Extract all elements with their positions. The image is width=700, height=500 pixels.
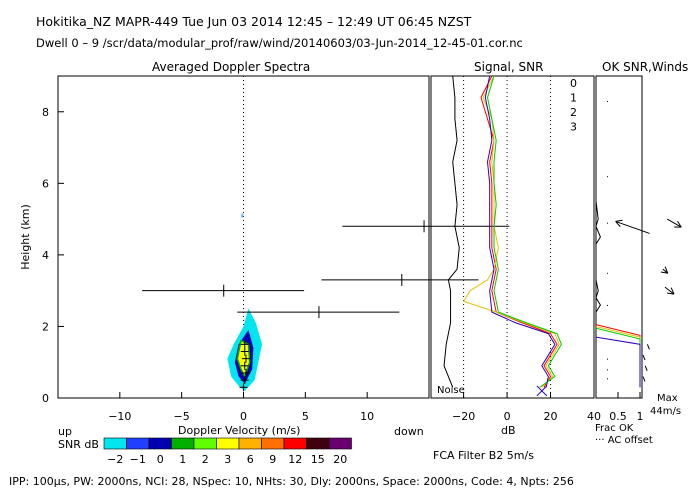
snr-x-tick-label: 0 bbox=[504, 410, 511, 423]
snr-series-beam-3 bbox=[484, 75, 556, 388]
y-tick-label: 8 bbox=[42, 106, 49, 119]
colorbar-label: 20 bbox=[333, 453, 347, 466]
snr-series-beam-1 bbox=[462, 75, 560, 388]
y-tick-label: 6 bbox=[42, 177, 49, 190]
x-tick-label: 0 bbox=[240, 410, 247, 423]
ac-offset-dot bbox=[607, 358, 608, 360]
colorbar-label: 3 bbox=[224, 453, 231, 466]
ok-winds-title: OK SNR,Winds bbox=[602, 60, 688, 74]
header-line-1: Hokitika_NZ MAPR-449 Tue Jun 03 2014 12:… bbox=[36, 14, 472, 29]
colorbar-swatch bbox=[283, 437, 307, 450]
ok-series-ok-yellow bbox=[595, 325, 641, 388]
colorbar-label: 9 bbox=[269, 453, 276, 466]
colorbar-swatch bbox=[216, 437, 240, 450]
wind-vector bbox=[664, 286, 675, 295]
snr-colorbar: −2 −1 0 1 2 3 6 9 12 15 20 bbox=[103, 437, 352, 466]
colorbar-swatch bbox=[328, 437, 352, 450]
wind-vector-head bbox=[615, 219, 623, 222]
wind-vector bbox=[644, 365, 648, 371]
ac-offset-dot bbox=[607, 272, 608, 274]
colorbar-swatch bbox=[193, 437, 217, 450]
colorbar-label: −1 bbox=[130, 453, 146, 466]
wind-vector-head bbox=[664, 266, 669, 274]
wind-vector bbox=[666, 218, 682, 228]
wind-vector bbox=[662, 268, 669, 274]
colorbar-swatch bbox=[261, 437, 285, 450]
snr-x-tick-label: 40 bbox=[587, 410, 601, 423]
wind-vector bbox=[642, 354, 646, 361]
y-tick-label: 4 bbox=[42, 249, 49, 262]
snr-legend-entry: 1 bbox=[570, 92, 577, 105]
x-tick-label: 10 bbox=[360, 410, 374, 423]
snr-x-tick-label: 20 bbox=[544, 410, 558, 423]
colorbar-label: 12 bbox=[288, 453, 302, 466]
y-tick-label: 0 bbox=[42, 392, 49, 405]
wind-vector bbox=[646, 344, 650, 350]
wind-vector bbox=[642, 376, 646, 382]
x-tick-label: 5 bbox=[302, 410, 309, 423]
colorbar-swatch bbox=[148, 437, 172, 450]
x-tick-label: −5 bbox=[174, 410, 190, 423]
max-label: Max bbox=[657, 393, 678, 404]
wind-vector-head bbox=[660, 271, 668, 274]
snr-x-marker bbox=[536, 385, 548, 397]
snr-series-beam-2 bbox=[486, 75, 562, 388]
snr-plot: −20 0 20 40 0 12 3 bbox=[443, 75, 601, 423]
colorbar-swatch bbox=[238, 437, 262, 450]
ok-series-frac-ok bbox=[595, 76, 601, 320]
ac-offset-dot bbox=[607, 101, 608, 103]
wind-vector-head bbox=[677, 220, 682, 228]
ok-winds-plot: 0.5 1 bbox=[595, 76, 682, 423]
snr-db-label: SNR dB bbox=[58, 438, 99, 451]
colorbar-label: 0 bbox=[157, 453, 164, 466]
snr-legend-entry: 2 bbox=[570, 106, 577, 119]
colorbar-label: 2 bbox=[202, 453, 209, 466]
colorbar-swatch bbox=[306, 437, 330, 450]
up-label: up bbox=[58, 425, 72, 438]
snr-x-tick-label: −20 bbox=[452, 410, 475, 423]
frac-ok-label: Frac OK bbox=[595, 423, 634, 434]
ok-x-tick-label: 1 bbox=[637, 410, 644, 423]
x-tick-label: −10 bbox=[108, 410, 131, 423]
ac-offset-dot bbox=[607, 176, 608, 178]
wind-vector-head bbox=[670, 287, 675, 295]
noise-label: Noise bbox=[437, 385, 465, 396]
ac-offset-dot bbox=[607, 222, 608, 224]
snr-title: Signal, SNR bbox=[474, 60, 543, 74]
footer-parameters: IPP: 100μs, PW: 2000ns, NCI: 28, NSpec: … bbox=[9, 475, 574, 488]
snr-legend-entry: 3 bbox=[570, 121, 577, 134]
ac-offset-dot bbox=[607, 378, 608, 380]
wind-vector bbox=[615, 220, 650, 234]
ac-offset-label: ··· AC offset bbox=[595, 435, 653, 446]
ok-series-ok-green bbox=[595, 327, 641, 388]
down-label: down bbox=[394, 425, 424, 438]
ac-offset-dot bbox=[607, 369, 608, 371]
header-line-2: Dwell 0 – 9 /scr/data/modular_prof/raw/w… bbox=[36, 36, 523, 50]
colorbar-label: 15 bbox=[311, 453, 325, 466]
colorbar-label: 6 bbox=[247, 453, 254, 466]
y-axis-title: Height (km) bbox=[19, 204, 32, 270]
colorbar-swatch bbox=[171, 437, 195, 450]
snr-legend-entry: 0 bbox=[570, 77, 577, 90]
db-label: dB bbox=[501, 424, 516, 437]
spectra-plot: 0 2 4 6 8 −10 −5 0 5 10 bbox=[42, 76, 510, 423]
wind-vector-head bbox=[667, 292, 675, 295]
colorbar-swatch bbox=[126, 437, 150, 450]
ac-offset-dot bbox=[607, 304, 608, 306]
y-tick-label: 2 bbox=[42, 320, 49, 333]
spectrum-speck bbox=[241, 213, 244, 218]
colorbar-label: −2 bbox=[107, 453, 123, 466]
spectra-title: Averaged Doppler Spectra bbox=[152, 60, 310, 74]
max-speed-label: 44m/s bbox=[650, 406, 681, 417]
colorbar-label: 1 bbox=[179, 453, 186, 466]
ok-x-tick-label: 0.5 bbox=[609, 410, 627, 423]
fca-filter-label: FCA Filter B2 5m/s bbox=[433, 449, 534, 462]
wind-vector-head bbox=[615, 221, 621, 227]
colorbar-swatch bbox=[103, 437, 127, 450]
snr-series-noise bbox=[443, 75, 460, 388]
x-axis-title: Doppler Velocity (m/s) bbox=[178, 424, 300, 437]
ok-plot-frame bbox=[595, 75, 643, 399]
ok-series-ok-blue bbox=[595, 336, 641, 388]
